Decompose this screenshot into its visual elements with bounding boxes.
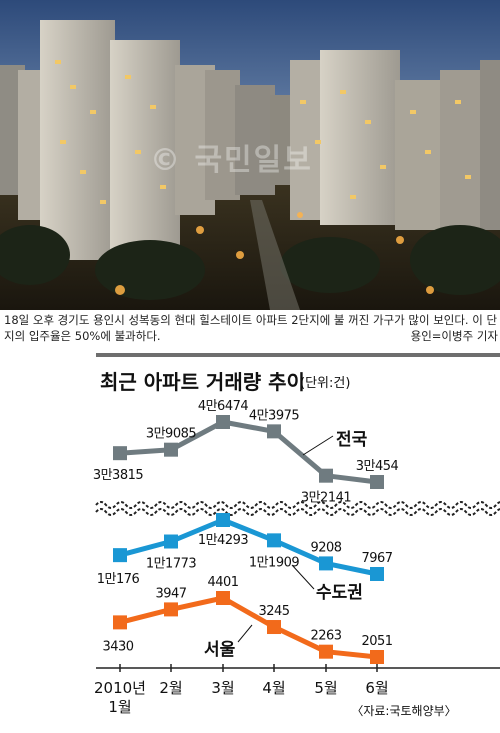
data-point-1-2 [164,442,178,457]
data-label-3-1: 3430 [102,639,133,654]
data-label-2-5: 9208 [310,540,341,555]
x-tick-label-1-2: 1월 [108,698,131,716]
data-point-3-6 [370,650,384,664]
data-label-2-3: 1만4293 [198,533,249,548]
data-point-3-1 [113,615,127,630]
photo-watermark: © 국민일보 [150,143,313,178]
data-label-1-3: 4만6474 [198,399,249,414]
data-label-2-4: 1만1909 [249,555,300,570]
chart-title: 최근 아파트 거래량 추이 [100,370,305,394]
chart-top-rule [96,353,500,357]
chart-source: 〈자료:국토해양부〉 [351,704,456,718]
data-label-2-6: 7967 [361,551,392,566]
data-point-1-5 [319,468,333,483]
series-leader-2 [291,564,315,590]
data-point-2-1 [113,548,127,563]
data-point-3-3 [216,591,230,605]
x-tick-label-2: 2월 [159,679,182,697]
data-point-3-2 [164,602,178,617]
chart-unit: (단위:건) [300,376,351,391]
x-tick-label-3: 3월 [211,679,234,697]
photo-credit: 용인=이병주 기자 [410,329,498,343]
data-point-2-3 [216,513,230,527]
series-line-1 [119,419,378,485]
x-tick-label-5: 5월 [314,679,337,697]
data-label-3-2: 3947 [155,586,186,601]
data-point-3-5 [319,644,333,659]
x-tick-label-1-1: 2010년 [94,679,146,697]
series-line-2 [119,517,378,577]
series-leader-3 [237,624,253,643]
axis-break-line-top [95,501,500,509]
caption-text: 18일 오후 경기도 용인시 성복동의 현대 힐스테이트 아파트 2단지에 불 … [4,313,498,343]
data-label-1-1: 3만3815 [93,468,144,483]
data-point-2-5 [319,556,333,571]
data-label-2-2: 1만1773 [146,557,197,572]
data-label-1-2: 3만9085 [146,427,197,442]
data-point-1-3 [216,415,230,429]
data-label-1-6: 3만454 [356,459,399,474]
data-point-1-4 [267,424,281,439]
data-label-2-1: 1만176 [97,572,140,587]
series-name-1: 전국 [336,430,368,450]
news-photo: © 국민일보 [0,0,500,310]
data-label-3-5: 2263 [310,629,341,644]
data-label-3-3: 4401 [207,575,238,590]
data-label-3-4: 3245 [258,604,289,619]
data-point-2-4 [267,533,281,548]
data-point-2-6 [370,567,384,581]
data-label-1-5: 3만2141 [301,491,352,506]
x-tick-label-6: 6월 [365,679,388,697]
series-name-2: 수도권 [316,583,363,603]
series-name-3: 서울 [204,640,236,660]
axis-break-line-bottom [95,508,500,516]
photo-caption: 18일 오후 경기도 용인시 성복동의 현대 힐스테이트 아파트 2단지에 불 … [4,312,498,344]
data-point-2-2 [164,534,178,549]
series-line-3 [119,595,378,660]
series-leader-1 [302,435,334,456]
data-point-1-1 [113,446,127,461]
data-point-1-6 [370,475,384,489]
data-point-3-4 [267,620,281,635]
x-tick-label-4: 4월 [262,679,285,697]
data-label-1-4: 4만3975 [249,408,300,423]
data-label-3-6: 2051 [361,634,392,649]
